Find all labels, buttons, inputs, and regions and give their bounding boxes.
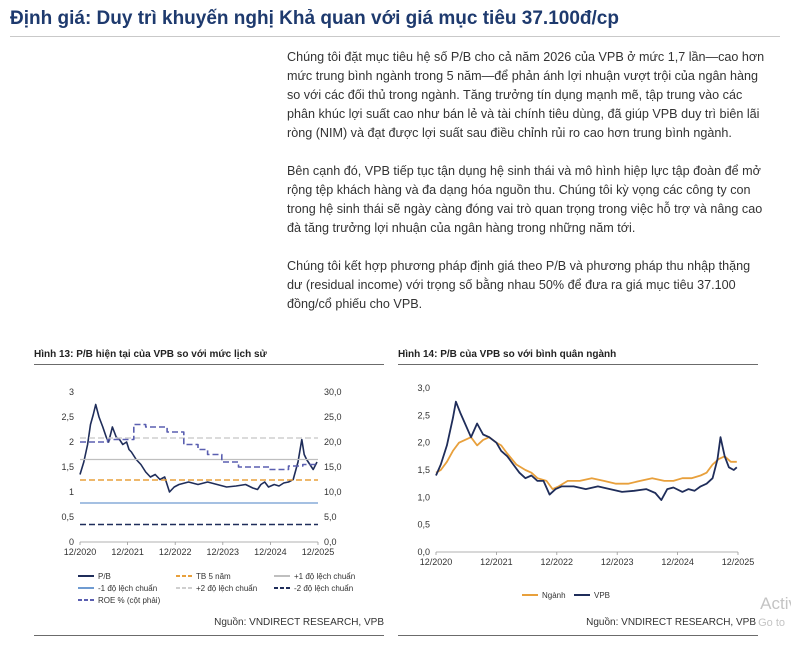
paragraph-valuation: Chúng tôi đặt mục tiêu hệ số P/B cho cả … <box>287 50 765 140</box>
legend-label-vpb: VPB <box>594 591 610 600</box>
series-roe-cot-phai <box>80 423 318 471</box>
y-tick-label: 0,5 <box>61 512 74 522</box>
series-vpb <box>435 400 738 502</box>
x-tick-label: 12/2021 <box>480 557 513 567</box>
page-title: Định giá: Duy trì khuyến nghị Khả quan v… <box>10 8 619 29</box>
legend-label-tb-5-nam: TB 5 năm <box>196 572 231 581</box>
title-divider <box>10 36 780 37</box>
y2-tick-label: 10,0 <box>324 487 342 497</box>
x-tick-label: 12/2021 <box>111 547 144 557</box>
x-tick-label: 12/2020 <box>64 547 97 557</box>
y2-tick-label: 15,0 <box>324 462 342 472</box>
y-tick-label: 2,0 <box>417 438 430 448</box>
y2-tick-label: 20,0 <box>324 437 342 447</box>
activation-watermark-sub: Go to <box>758 617 785 629</box>
x-tick-label: 12/2025 <box>302 547 335 557</box>
paragraph-ecosystem: Bên cạnh đó, VPB tiếp tục tận dụng hệ si… <box>287 164 763 235</box>
figure-14-top-rule <box>398 364 758 365</box>
y2-tick-label: 25,0 <box>324 412 342 422</box>
body-text: Chúng tôi đặt mục tiêu hệ số P/B cho cả … <box>287 48 765 333</box>
legend-label-p-b: P/B <box>98 572 111 581</box>
figure-14-chart: 0,0 0,5 1,0 1,5 2,0 2,5 3,0 12/2020 12/2021 12/20… <box>417 383 755 600</box>
x-tick-label: 12/2023 <box>207 547 240 557</box>
figure-13-bottom-rule <box>34 635 384 636</box>
x-tick-label: 12/2024 <box>254 547 287 557</box>
figure-13-title: Hình 13: P/B hiện tại của VPB so với mức… <box>34 349 267 360</box>
y-tick-label: 1 <box>69 487 74 497</box>
figure-13-source: Nguồn: VNDIRECT RESEARCH, VPB <box>214 617 384 628</box>
series-nganh <box>435 436 737 490</box>
activation-watermark: Activ <box>760 594 791 613</box>
y-tick-label: 3 <box>69 387 74 397</box>
legend-label-roe-cot-phai: ROE % (cột phải) <box>98 596 161 605</box>
y2-tick-label: 5,0 <box>324 512 337 522</box>
x-tick-label: 12/2025 <box>722 557 755 567</box>
figure-13-top-rule <box>34 364 384 365</box>
figure-14-source: Nguồn: VNDIRECT RESEARCH, VPB <box>586 617 756 628</box>
x-tick-label: 12/2023 <box>601 557 634 567</box>
legend-label-1-do-lech-chuan: -1 độ lệch chuẩn <box>98 584 157 593</box>
y-tick-label: 1,0 <box>417 492 430 502</box>
series-p-b <box>79 403 318 493</box>
y-tick-label: 1,5 <box>417 465 430 475</box>
x-tick-label: 12/2020 <box>420 557 453 567</box>
paragraph-method: Chúng tôi kết hợp phương pháp định giá t… <box>287 259 751 311</box>
legend-label-1-do-lech-chuan: +1 độ lệch chuẩn <box>294 572 355 581</box>
figure-14-bottom-rule <box>398 635 758 636</box>
x-tick-label: 12/2024 <box>661 557 694 567</box>
y-tick-label: 2,5 <box>417 410 430 420</box>
legend-label-nganh: Ngành <box>542 591 566 600</box>
legend-label-2-do-lech-chuan: -2 độ lệch chuẩn <box>294 584 353 593</box>
y-tick-label: 3,0 <box>417 383 430 393</box>
x-tick-label: 12/2022 <box>541 557 574 567</box>
x-tick-label: 12/2022 <box>159 547 192 557</box>
y-tick-label: 0,0 <box>417 547 430 557</box>
y-tick-label: 2,5 <box>61 412 74 422</box>
figure-14-title: Hình 14: P/B của VPB so với bình quân ng… <box>398 349 617 360</box>
y-tick-label: 0 <box>69 537 74 547</box>
y2-tick-label: 0,0 <box>324 537 337 547</box>
figure-13-chart: 00,511,522,530,05,010,015,020,025,030,01… <box>61 387 355 605</box>
legend-label-2-do-lech-chuan: +2 độ lệch chuẩn <box>196 584 257 593</box>
y-tick-label: 2 <box>69 437 74 447</box>
y2-tick-label: 30,0 <box>324 387 342 397</box>
y-tick-label: 1,5 <box>61 462 74 472</box>
y-tick-label: 0,5 <box>417 520 430 530</box>
